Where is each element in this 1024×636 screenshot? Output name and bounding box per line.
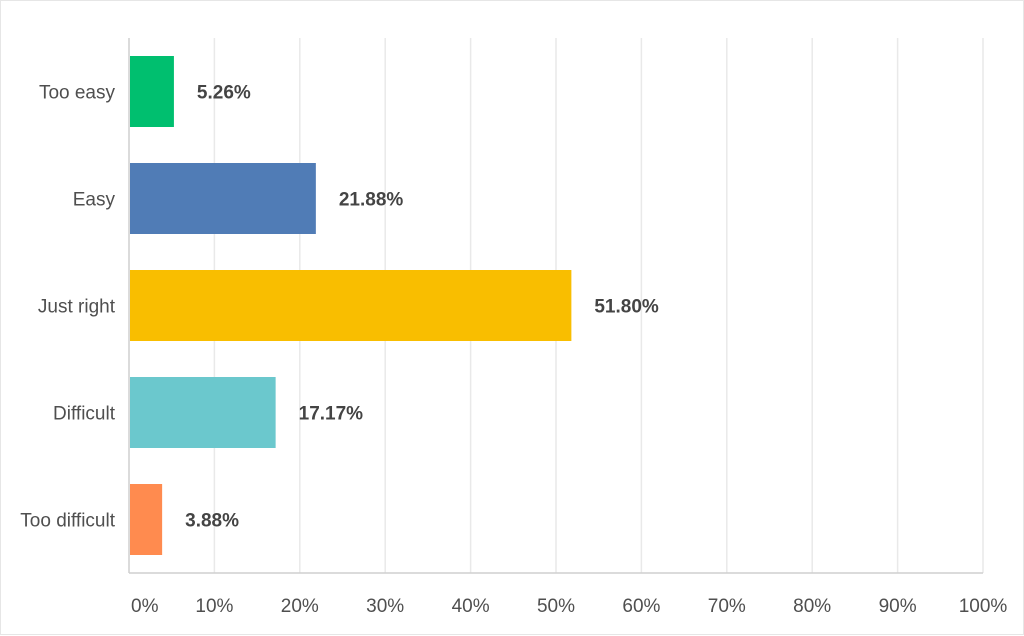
x-tick-label: 20%	[281, 596, 319, 617]
labels: Too easy 5.26% Easy 21.88% Just right 51.80% D…	[20, 83, 659, 532]
x-tick-label: 60%	[622, 596, 660, 617]
x-tick-label: 100%	[959, 596, 1008, 617]
bars	[130, 56, 572, 555]
bar-difficult	[130, 377, 276, 448]
bar-easy	[130, 163, 316, 234]
x-tick-label: 0%	[131, 596, 159, 617]
bar-just-right	[130, 270, 572, 341]
x-tick-label: 90%	[879, 596, 917, 617]
value-label: 21.88%	[339, 190, 404, 211]
x-tick-label: 80%	[793, 596, 831, 617]
x-tick-label: 70%	[708, 596, 746, 617]
category-label: Too difficult	[20, 511, 115, 532]
x-tick-label: 50%	[537, 596, 575, 617]
value-label: 5.26%	[197, 83, 251, 104]
category-label: Too easy	[39, 83, 116, 104]
category-label: Difficult	[53, 404, 116, 425]
category-label: Easy	[73, 190, 116, 211]
bar-too-difficult	[130, 484, 163, 555]
axes: 0% 10% 20% 30% 40% 50% 60% 70% 80% 90% 100%	[128, 38, 1008, 617]
value-label: 51.80%	[594, 297, 659, 318]
x-tick-label: 30%	[366, 596, 404, 617]
x-tick-label: 40%	[452, 596, 490, 617]
category-label: Just right	[38, 297, 116, 318]
x-tick-label: 10%	[195, 596, 233, 617]
bar-too-easy	[130, 56, 174, 127]
value-label: 17.17%	[299, 404, 364, 425]
value-label: 3.88%	[185, 511, 239, 532]
